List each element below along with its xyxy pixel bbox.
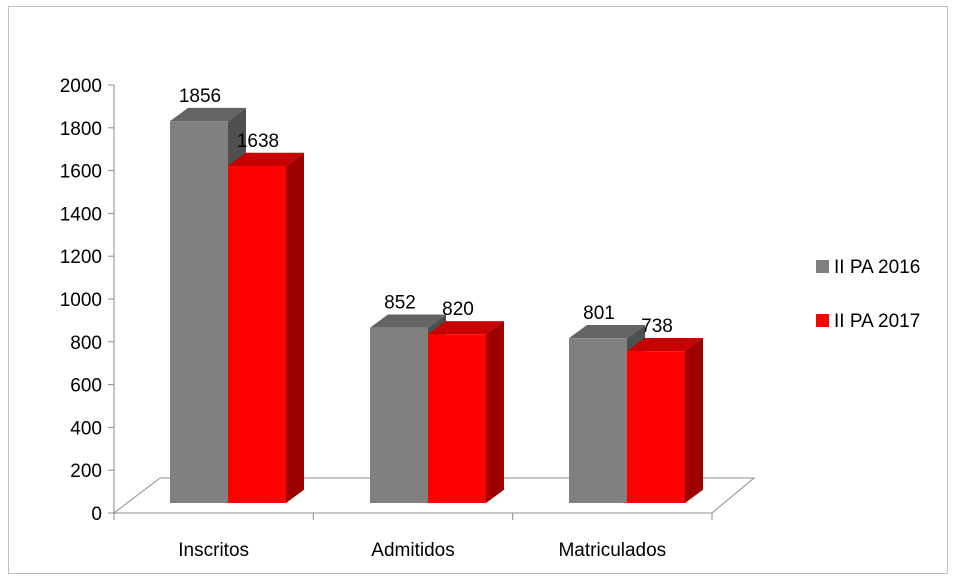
bar-top xyxy=(428,321,504,335)
bar-front xyxy=(627,351,685,503)
bar-top xyxy=(370,314,446,328)
bar-side xyxy=(486,321,504,503)
y-tick-label: 1800 xyxy=(60,119,102,140)
data-label: 820 xyxy=(442,299,474,320)
y-tick-label: 800 xyxy=(70,333,102,354)
bar-side xyxy=(685,337,703,503)
y-tick-label: 400 xyxy=(70,418,102,439)
data-label: 852 xyxy=(384,292,416,313)
data-label: 738 xyxy=(641,316,673,337)
x-category-label: Admitidos xyxy=(371,540,454,561)
legend-label: II PA 2016 xyxy=(834,257,920,278)
legend-swatch xyxy=(816,314,829,327)
bar-top xyxy=(228,152,304,166)
y-tick-label: 200 xyxy=(70,461,102,482)
bar-top xyxy=(569,324,645,339)
data-label: 1638 xyxy=(237,131,279,152)
bar-front xyxy=(428,334,486,503)
y-tick-label: 1000 xyxy=(60,290,102,311)
bar xyxy=(228,152,304,503)
bar-top xyxy=(170,107,246,122)
data-labels: 1856 1638 852 820 801 738 xyxy=(179,86,673,337)
bar-front xyxy=(569,338,627,503)
axes: 0 200 400 600 800 1000 1200 1400 1600 1800 2000 Ins… xyxy=(60,76,756,561)
bar-front xyxy=(228,165,286,503)
bar-front xyxy=(370,327,428,503)
bar-top xyxy=(627,337,703,352)
bar-front xyxy=(170,121,228,504)
legend-label: II PA 2017 xyxy=(834,311,920,332)
bar xyxy=(428,321,504,503)
x-category-label: Inscritos xyxy=(178,540,249,561)
bar-side xyxy=(286,152,304,503)
y-tick-label: 0 xyxy=(91,504,102,525)
data-label: 1856 xyxy=(179,86,221,107)
y-tick-label: 1400 xyxy=(60,204,102,225)
data-label: 801 xyxy=(583,303,615,324)
y-tick-label: 2000 xyxy=(60,76,102,97)
legend-swatch xyxy=(816,260,829,273)
y-tick-label: 1200 xyxy=(60,247,102,268)
x-category-label: Matriculados xyxy=(558,540,666,561)
y-tick-label: 1600 xyxy=(60,162,102,183)
bar xyxy=(627,337,703,503)
legend: II PA 2016 II PA 2017 xyxy=(816,257,920,332)
bars xyxy=(170,107,703,504)
y-tick-label: 600 xyxy=(70,376,102,397)
